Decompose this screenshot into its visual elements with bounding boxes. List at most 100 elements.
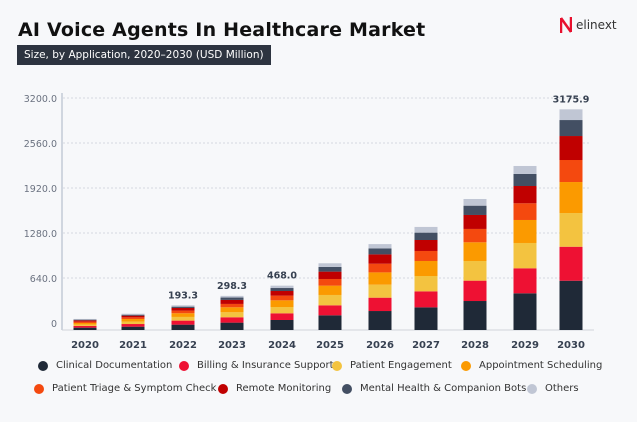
legend-swatch-icon bbox=[332, 360, 342, 371]
bar-segment bbox=[73, 321, 97, 323]
y-tick-label: 2560.0 bbox=[24, 139, 57, 150]
bar-segment bbox=[171, 305, 195, 307]
bar-segment bbox=[513, 203, 537, 220]
legend-item: Clinical Documentation bbox=[38, 360, 172, 371]
bar-segment bbox=[270, 291, 294, 296]
bar-segment bbox=[270, 319, 294, 330]
total-label: 3175.9 bbox=[553, 94, 590, 105]
bar-segment bbox=[73, 320, 97, 322]
bar-segment bbox=[270, 313, 294, 320]
legend-label: Appointment Scheduling bbox=[479, 360, 603, 371]
legend-label: Remote Monitoring bbox=[236, 383, 332, 394]
total-label: 468.0 bbox=[267, 271, 297, 282]
bar-segment bbox=[463, 205, 487, 215]
x-tick-label: 2030 bbox=[557, 340, 585, 351]
legend-item: Patient Engagement bbox=[332, 360, 452, 371]
bar-segment bbox=[513, 242, 537, 269]
bar-segment bbox=[73, 319, 97, 321]
bar-segment bbox=[73, 327, 97, 330]
y-tick-label: 1920.0 bbox=[24, 184, 57, 195]
bar-segment bbox=[220, 322, 244, 330]
x-tick-label: 2025 bbox=[316, 340, 344, 351]
total-label: 193.3 bbox=[168, 290, 198, 301]
bar-segment bbox=[318, 305, 342, 316]
bar-segment bbox=[171, 320, 195, 325]
bar-segment bbox=[513, 173, 537, 186]
y-tick-label: 3200.0 bbox=[24, 94, 57, 105]
legend-swatch-icon bbox=[34, 383, 44, 394]
bar-segment bbox=[463, 242, 487, 261]
bar-segment bbox=[121, 313, 145, 315]
y-tick-label: 1280.0 bbox=[24, 229, 57, 240]
bar-segment bbox=[463, 198, 487, 206]
legend-item: Appointment Scheduling bbox=[461, 360, 602, 371]
bar-segment bbox=[318, 315, 342, 330]
bar-segment bbox=[270, 295, 294, 301]
bar-segment bbox=[513, 185, 537, 204]
y-tick-label: 0 bbox=[51, 319, 57, 330]
x-tick-label: 2023 bbox=[218, 340, 246, 351]
legend-label: Patient Triage & Symptom Check bbox=[52, 383, 217, 394]
bar-segment bbox=[270, 288, 294, 292]
bar-segment bbox=[368, 244, 392, 249]
bar-segment bbox=[513, 219, 537, 243]
bar-segment bbox=[368, 284, 392, 298]
y-tick-label: 640.0 bbox=[30, 274, 57, 285]
legend-swatch-icon bbox=[179, 360, 189, 371]
bar-segment bbox=[121, 324, 145, 327]
bar-segment bbox=[414, 260, 438, 276]
bar-segment bbox=[368, 254, 392, 264]
bar-segment bbox=[414, 239, 438, 251]
bar-segment bbox=[414, 307, 438, 330]
legend-label: Clinical Documentation bbox=[56, 360, 173, 371]
bar-segment bbox=[220, 312, 244, 318]
legend-label: Others bbox=[545, 383, 579, 394]
legend-item: Patient Triage & Symptom Check bbox=[34, 383, 216, 394]
bar-segment bbox=[368, 297, 392, 312]
bar-segment bbox=[121, 315, 145, 318]
x-tick-label: 2028 bbox=[461, 340, 489, 351]
x-tick-label: 2026 bbox=[366, 340, 394, 351]
x-tick-label: 2022 bbox=[169, 340, 197, 351]
bar-segment bbox=[121, 326, 145, 330]
legend-label: Billing & Insurance Support bbox=[197, 360, 334, 371]
x-tick-label: 2024 bbox=[268, 340, 296, 351]
x-tick-label: 2020 bbox=[71, 340, 99, 351]
bar-segment bbox=[318, 278, 342, 286]
bar-segment bbox=[559, 160, 583, 183]
elinext-logo: elinext bbox=[560, 16, 617, 34]
bar-segment bbox=[559, 246, 583, 281]
legend-swatch-icon bbox=[218, 383, 228, 394]
bar-segment bbox=[414, 275, 438, 292]
bar-segment bbox=[318, 294, 342, 306]
legend-swatch-icon bbox=[38, 360, 48, 371]
bar-segment bbox=[220, 317, 244, 323]
legend-swatch-icon bbox=[461, 360, 471, 371]
bar-segment bbox=[559, 280, 583, 330]
bar-segment bbox=[171, 310, 195, 314]
bar-segment bbox=[463, 260, 487, 281]
bar-segment bbox=[171, 313, 195, 317]
bar-segment bbox=[270, 300, 294, 307]
bar-segment bbox=[463, 214, 487, 229]
bar-segment bbox=[414, 226, 438, 233]
bar-segment bbox=[318, 271, 342, 279]
x-tick-label: 2029 bbox=[511, 340, 539, 351]
bar-segment bbox=[559, 136, 583, 161]
bar-segment bbox=[513, 293, 537, 330]
x-tick-label: 2027 bbox=[412, 340, 440, 351]
bar-segment bbox=[171, 316, 195, 321]
bar-segment bbox=[73, 324, 97, 326]
bar-segment bbox=[220, 295, 244, 298]
bar-segment bbox=[368, 311, 392, 330]
bar-segment bbox=[414, 232, 438, 240]
bar-segment bbox=[121, 321, 145, 325]
bar-segment bbox=[220, 303, 244, 308]
legend-item: Remote Monitoring bbox=[218, 383, 331, 394]
bar-segment bbox=[171, 324, 195, 330]
bar-segment bbox=[463, 228, 487, 243]
bar-segment bbox=[368, 272, 392, 285]
bar-segment bbox=[318, 263, 342, 267]
bar-segment bbox=[73, 325, 97, 328]
